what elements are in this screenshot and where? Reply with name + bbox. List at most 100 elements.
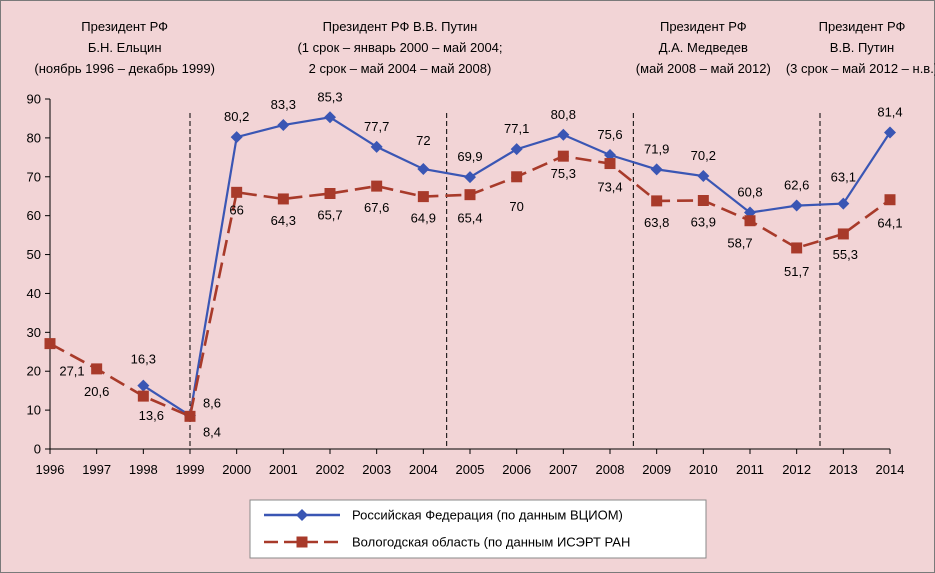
series-1-point [744,215,756,227]
series-1-point [371,180,383,192]
series-0-point [697,170,710,182]
label-vo: 64,3 [271,213,296,228]
period-header-3-line-1: В.В. Путин [830,40,894,55]
x-tick-label: 2008 [596,462,625,477]
period-header-1-line-1: (1 срок – январь 2000 – май 2004; [297,40,502,55]
label-vo: 63,8 [644,215,669,230]
label-rf: 63,1 [831,170,856,185]
series-0-point [837,197,850,210]
series-0-point [277,119,290,132]
label-rf: 62,6 [784,178,809,193]
period-header-2-line-2: (май 2008 – май 2012) [636,61,771,76]
series-1-point [464,189,476,201]
label-vo: 8,4 [203,424,221,439]
period-header-2-line-0: Президент РФ [660,19,747,34]
label-rf: 81,4 [877,104,902,119]
label-rf: 75,6 [597,127,622,142]
label-vo: 20,6 [84,384,109,399]
series-0-point [557,128,570,141]
series-0-point [137,379,150,392]
label-vo: 63,9 [691,215,716,230]
series-1-point [511,171,523,183]
series-0-point [324,111,336,124]
y-tick-label: 30 [27,325,41,340]
y-tick-label: 40 [27,286,41,301]
period-header-3-line-2: (3 срок – май 2012 – н.в.) [786,61,935,76]
period-header-0-line-0: Президент РФ [81,19,168,34]
period-header-1-line-0: Президент РФ В.В. Путин [323,19,478,34]
y-tick-label: 60 [27,208,41,223]
label-vo: 64,1 [877,216,902,231]
label-rf: 83,3 [271,97,296,112]
label-vo: 65,7 [317,208,342,223]
legend-label-0: Российская Федерация (по данным ВЦИОМ) [352,508,623,523]
x-tick-label: 2001 [269,462,298,477]
label-vo: 58,7 [727,236,752,251]
label-vo: 64,9 [411,211,436,226]
x-tick-label: 2000 [222,462,251,477]
label-rf: 70,2 [691,148,716,163]
x-tick-label: 1999 [176,462,205,477]
label-vo: 75,3 [551,166,576,181]
x-tick-label: 2005 [456,462,485,477]
series-1-point [184,410,196,422]
series-1-point [417,191,429,203]
label-rf: 80,8 [551,107,576,122]
label-rf: 85,3 [317,89,342,104]
x-tick-label: 2002 [316,462,345,477]
label-rf: 69,9 [457,149,482,164]
axes: 0 10 20 30 40 50 60 70 80 90 1996 1997 1998 1999 2000 2… [27,92,905,478]
x-tick-label: 2006 [502,462,531,477]
label-rf: 8,6 [203,396,221,411]
y-tick-label: 10 [27,403,41,418]
label-vo: 27,1 [59,364,84,379]
data-labels: 27,120,6 16,3 13,6 8,6 8,4 80,2 66 83,3 64,3 85,3… [59,89,902,439]
label-rf: 16,3 [131,352,156,367]
x-tick-label: 2003 [362,462,391,477]
x-tick-label: 2013 [829,462,858,477]
legend-label-1: Вологодская область (по данным ИСЭРТ РАН [352,535,630,550]
series-0-point [417,163,430,175]
period-header-2-line-1: Д.А. Медведев [659,40,748,55]
period-header-3-line-0: Президент РФ [819,19,906,34]
label-rf: 77,1 [504,121,529,136]
y-tick-label: 70 [27,169,41,184]
series-1-point [604,158,616,170]
label-rf: 77,7 [364,119,389,134]
legend: Российская Федерация (по данным ВЦИОМ) Во… [249,499,707,559]
series-0-point [464,171,476,184]
label-rf: 72 [416,133,430,148]
y-tick-label: 50 [27,247,41,262]
series-1-point [697,195,709,206]
label-vo: 65,4 [457,211,482,226]
y-tick-label: 80 [27,130,41,145]
label-rf: 71,9 [644,141,669,156]
y-tick-label: 90 [27,92,41,107]
legend-marker-1 [296,536,308,548]
series-0-point [230,131,243,144]
period-headers: Президент РФ Б.Н. Ельцин (ноябрь 1996 – де… [34,19,935,76]
x-tick-label: 2010 [689,462,718,477]
series-1-point [324,188,336,199]
label-vo: 73,4 [597,180,622,195]
series-1-point [557,150,569,162]
series-0-point [650,163,663,176]
series-1-point [91,363,103,375]
series-line-0 [142,116,891,418]
label-rf: 60,8 [737,185,762,200]
series-1-point [277,193,289,205]
legend-marker-0 [296,509,308,521]
period-header-0-line-2: (ноябрь 1996 – декабрь 1999) [34,61,215,76]
x-tick-label: 1996 [36,462,65,477]
series-0-point [884,126,896,139]
series-0-point [370,140,383,153]
x-tick-label: 2012 [782,462,811,477]
period-header-0-line-1: Б.Н. Ельцин [88,40,162,55]
series-1-point [651,195,663,207]
series-1-point [137,390,149,402]
x-tick-label: 2014 [876,462,905,477]
label-rf: 80,2 [224,109,249,124]
label-vo: 51,7 [784,264,809,279]
